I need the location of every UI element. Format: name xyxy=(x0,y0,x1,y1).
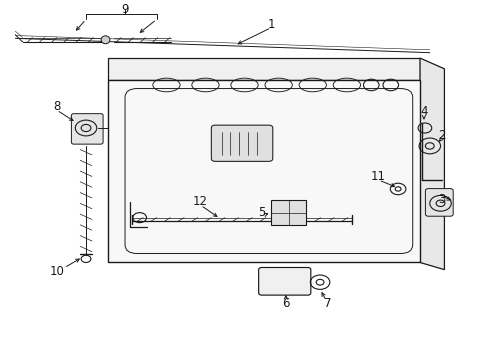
FancyBboxPatch shape xyxy=(211,125,272,161)
Text: 4: 4 xyxy=(419,105,427,118)
Text: 11: 11 xyxy=(370,170,386,183)
FancyBboxPatch shape xyxy=(71,114,103,144)
Text: 7: 7 xyxy=(323,297,330,310)
Text: 3: 3 xyxy=(437,193,445,206)
Text: 2: 2 xyxy=(437,129,445,142)
Text: 8: 8 xyxy=(53,100,61,113)
FancyBboxPatch shape xyxy=(425,189,452,216)
Text: 5: 5 xyxy=(257,206,264,219)
FancyBboxPatch shape xyxy=(258,267,310,295)
Polygon shape xyxy=(108,58,419,80)
FancyBboxPatch shape xyxy=(271,201,306,225)
Text: 6: 6 xyxy=(282,297,289,310)
Text: 10: 10 xyxy=(49,265,64,278)
Text: 9: 9 xyxy=(121,3,128,16)
Polygon shape xyxy=(419,58,444,270)
Text: 1: 1 xyxy=(267,18,275,31)
Polygon shape xyxy=(108,80,419,262)
Ellipse shape xyxy=(101,36,110,44)
Text: 12: 12 xyxy=(193,195,208,208)
